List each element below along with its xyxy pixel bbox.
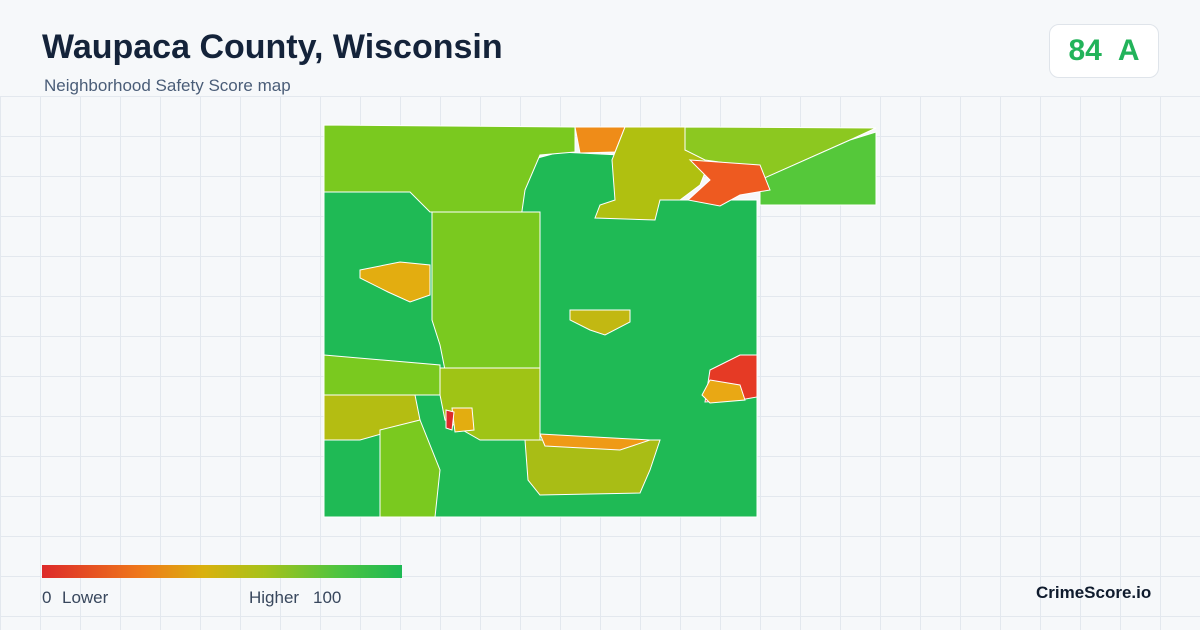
region: [379, 419, 441, 518]
header: Waupaca County, Wisconsin Neighborhood S…: [0, 0, 1200, 96]
legend-min: 0: [42, 588, 52, 607]
region: [569, 309, 631, 336]
score-grade: A: [1117, 34, 1140, 67]
subtitle: Neighborhood Safety Score map: [44, 76, 291, 95]
legend-max-label: Higher: [249, 588, 300, 607]
region: [445, 409, 455, 431]
region: [686, 159, 771, 207]
region: [539, 433, 651, 451]
legend-max: 100: [313, 588, 342, 607]
legend-min-label: Lower: [62, 588, 109, 607]
region: [524, 439, 661, 496]
region: [451, 407, 475, 433]
legend-gradient: [42, 565, 402, 578]
region: [323, 354, 441, 401]
score-value: 84: [1068, 34, 1102, 67]
brand: CrimeScore.io: [1036, 583, 1152, 602]
score-badge: 84 A: [1049, 24, 1159, 78]
title: Waupaca County, Wisconsin: [42, 28, 503, 66]
region: [759, 131, 877, 206]
region: [701, 379, 746, 404]
region: [359, 261, 431, 303]
region: [431, 211, 541, 371]
